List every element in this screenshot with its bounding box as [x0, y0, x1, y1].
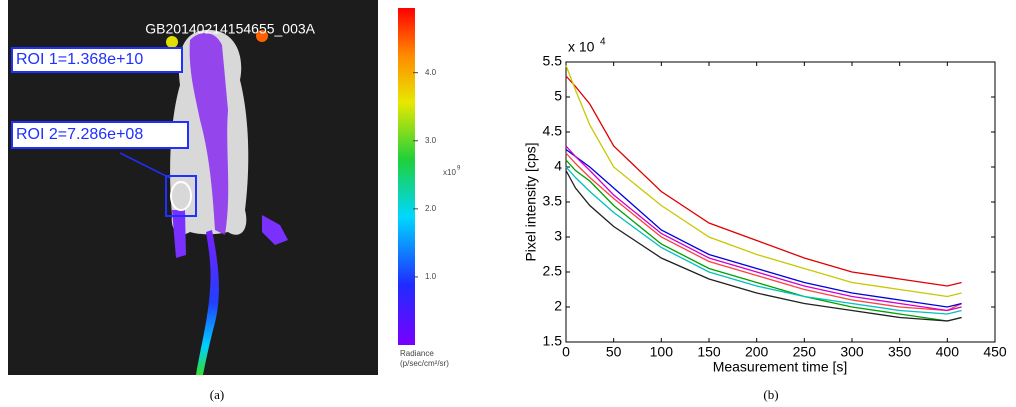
- y-tick-label: 3: [554, 228, 562, 244]
- y-multiplier-exponent: 4: [600, 37, 606, 48]
- y-tick-label: 5: [554, 88, 562, 104]
- data-line: [565, 75, 962, 287]
- data-line: [565, 152, 962, 312]
- x-tick-label: 300: [840, 344, 864, 360]
- colorbar-tick-label: 4.0: [425, 68, 437, 77]
- y-tick-label: 3.5: [543, 193, 563, 209]
- caption: (a): [210, 387, 224, 402]
- colorbar-unit: (p/sec/cm²/sr): [400, 359, 449, 368]
- roi-label: ROI 2=7.286e+08: [16, 126, 143, 143]
- colorbar-tick-label: 3.0: [425, 136, 437, 145]
- data-line: [565, 65, 962, 298]
- x-tick-label: 0: [562, 344, 570, 360]
- data-line: [565, 145, 962, 312]
- image-id: GB20140214154655_003A: [145, 21, 315, 37]
- y-axis-label: Pixel intensity [cps]: [523, 142, 539, 261]
- data-line: [565, 166, 962, 315]
- colorbar-tick-label: 2.0: [425, 204, 437, 213]
- data-line: [565, 170, 962, 322]
- colorbar-label: Radiance: [400, 349, 434, 358]
- colorbar-tick-label: 1.0: [425, 272, 437, 281]
- x-tick-label: 200: [745, 344, 769, 360]
- colorbar-multiplier: x10: [443, 168, 456, 177]
- y-tick-label: 2: [554, 298, 562, 314]
- plot-frame: [565, 61, 996, 343]
- y-tick-label: 2.5: [543, 263, 563, 279]
- x-tick-label: 250: [793, 344, 817, 360]
- y-tick-label: 4.5: [543, 123, 563, 139]
- x-tick-label: 400: [936, 344, 960, 360]
- y-tick-label: 5.5: [543, 53, 563, 69]
- x-axis-label: Measurement time [s]: [713, 359, 848, 375]
- colorbar: [398, 8, 415, 345]
- y-tick-label: 4: [554, 158, 562, 174]
- x-tick-label: 350: [888, 344, 912, 360]
- colorbar-exponent: 9: [457, 166, 461, 172]
- x-tick-label: 100: [650, 344, 674, 360]
- data-line: [565, 148, 962, 308]
- mouse-image: [8, 0, 378, 375]
- data-line: [565, 159, 962, 322]
- y-multiplier: x 10: [568, 39, 595, 55]
- roi-label: ROI 1=1.368e+10: [16, 51, 143, 68]
- x-tick-label: 50: [606, 344, 622, 360]
- y-tick-label: 1.5: [543, 333, 563, 349]
- x-tick-label: 150: [697, 344, 721, 360]
- x-tick-label: 450: [983, 344, 1007, 360]
- caption: (b): [763, 387, 778, 402]
